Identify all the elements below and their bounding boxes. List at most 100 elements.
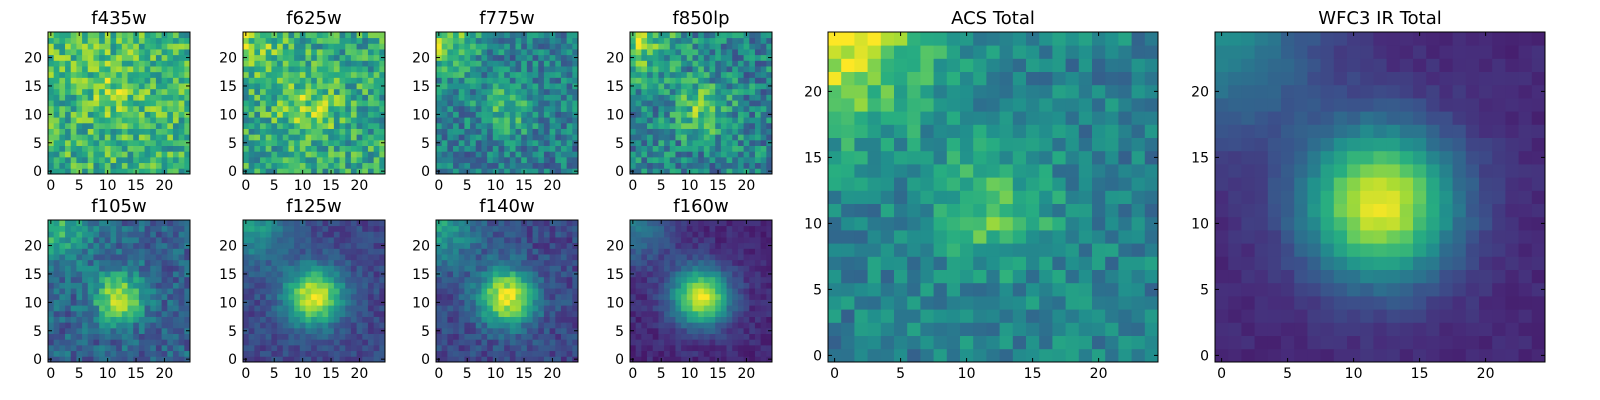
heatmap-cell — [116, 299, 123, 306]
heatmap-cell — [265, 162, 272, 169]
heatmap-cell — [498, 220, 505, 227]
heatmap-cell — [116, 37, 123, 44]
heatmap-cell — [305, 117, 312, 124]
heatmap-cell — [121, 88, 128, 95]
heatmap-cell — [271, 265, 278, 272]
heatmap-cell — [99, 293, 106, 300]
heatmap-cell — [504, 105, 511, 112]
heatmap-cell — [709, 151, 716, 158]
heatmap-cell — [277, 88, 284, 95]
heatmap-cell — [760, 71, 767, 78]
heatmap-cell — [299, 248, 306, 255]
heatmap-cell — [362, 139, 369, 146]
heatmap-cell — [566, 220, 573, 227]
heatmap-cell — [172, 83, 180, 90]
heatmap-cell — [271, 237, 278, 244]
heatmap-cell — [104, 54, 111, 61]
heatmap-cell — [458, 299, 465, 306]
heatmap-cell — [436, 128, 443, 135]
heatmap-cell — [305, 220, 312, 227]
heatmap-cell — [543, 299, 550, 306]
heatmap-cell — [509, 310, 516, 317]
heatmap-cell — [675, 316, 682, 323]
heatmap-cell — [277, 293, 284, 300]
heatmap-cell — [133, 310, 140, 317]
heatmap-cell — [93, 83, 100, 90]
heatmap-cell — [76, 333, 83, 340]
heatmap-cell — [447, 43, 454, 50]
heatmap-cell — [566, 88, 573, 95]
heatmap-cell — [271, 77, 278, 84]
heatmap-cell — [504, 117, 511, 124]
heatmap-cell — [172, 32, 180, 39]
heatmap-cell — [692, 66, 699, 73]
heatmap-cell — [532, 254, 539, 261]
heatmap-cell — [572, 322, 579, 329]
heatmap-cell — [664, 288, 671, 295]
heatmap-cell — [526, 327, 533, 334]
heatmap-cell — [675, 282, 682, 289]
heatmap-cell — [167, 288, 174, 295]
heatmap-cell — [538, 242, 545, 249]
heatmap-cell — [133, 37, 140, 44]
heatmap-cell — [732, 128, 739, 135]
heatmap-cell — [311, 282, 318, 289]
heatmap-cell — [715, 276, 722, 283]
heatmap-cell — [144, 100, 151, 107]
heatmap-cell — [709, 111, 716, 118]
heatmap-cell — [254, 122, 261, 129]
heatmap-cell — [436, 282, 443, 289]
heatmap-cell — [692, 356, 699, 363]
heatmap-cell — [339, 71, 346, 78]
axes-frame — [435, 31, 579, 175]
heatmap-cell — [339, 83, 346, 90]
heatmap-cell — [138, 299, 145, 306]
heatmap-cell — [669, 299, 676, 306]
heatmap-cell — [178, 83, 185, 90]
heatmap-cell — [99, 134, 106, 141]
heatmap-cell — [104, 156, 111, 164]
heatmap-cell — [110, 299, 117, 306]
heatmap-cell — [669, 66, 676, 73]
heatmap-cell — [362, 225, 369, 232]
heatmap-cell — [82, 350, 89, 357]
heatmap-cell — [127, 111, 134, 118]
heatmap-cell — [572, 37, 579, 44]
heatmap-cell — [254, 54, 261, 61]
heatmap-cell — [458, 350, 465, 357]
heatmap-cell — [481, 259, 488, 266]
heatmap-cell — [116, 259, 123, 266]
heatmap-cell — [509, 139, 516, 146]
heatmap-cell — [104, 305, 111, 312]
heatmap-cell — [184, 237, 191, 244]
heatmap-cell — [715, 66, 722, 73]
heatmap-cell — [138, 344, 145, 352]
heatmap-cell — [732, 60, 739, 67]
heatmap-cell — [184, 225, 191, 232]
heatmap-cell — [288, 271, 295, 278]
heatmap-cell — [515, 32, 522, 39]
heatmap-cell — [59, 83, 66, 90]
heatmap-cell — [172, 237, 180, 244]
heatmap-cell — [356, 151, 363, 158]
heatmap-cell — [652, 305, 659, 312]
y-tick-label: 20 — [24, 239, 42, 255]
heatmap-cell — [504, 231, 511, 238]
heatmap-cell — [447, 339, 454, 346]
heatmap-cell — [652, 49, 659, 56]
heatmap-cell — [265, 88, 272, 95]
heatmap-cell — [526, 271, 533, 278]
heatmap-cell — [481, 134, 488, 141]
heatmap-cell — [305, 156, 312, 164]
heatmap-cell — [737, 162, 744, 169]
heatmap-cell — [681, 276, 688, 283]
heatmap-cell — [470, 350, 477, 357]
heatmap-cell — [521, 248, 528, 255]
heatmap-cell — [641, 60, 648, 67]
heatmap-cell — [254, 271, 261, 278]
heatmap-cell — [498, 134, 505, 141]
heatmap-cell — [498, 117, 505, 124]
heatmap-cell — [647, 344, 654, 352]
heatmap-cell — [367, 88, 375, 95]
heatmap-cell — [749, 310, 756, 317]
